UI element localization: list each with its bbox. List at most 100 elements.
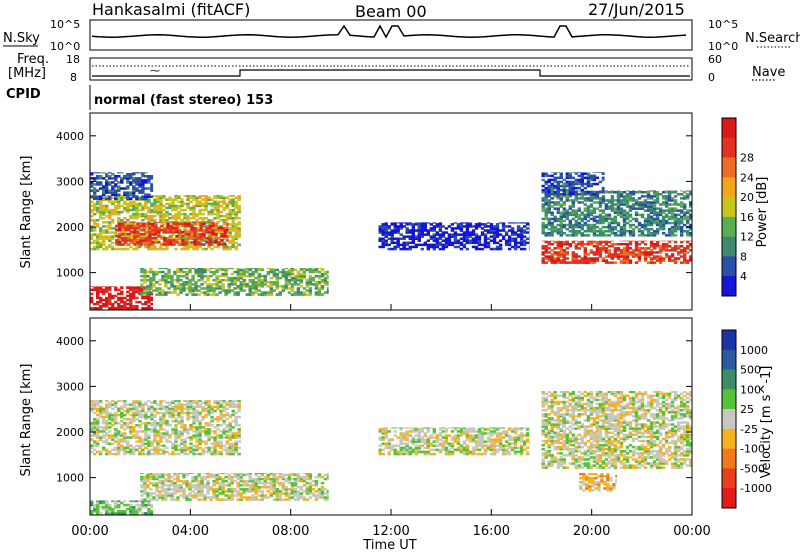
echo-cell (93, 206, 97, 210)
echo-cell (616, 203, 621, 206)
echo-cell (501, 229, 506, 232)
echo-cell (144, 202, 148, 206)
echo-cell (153, 235, 157, 238)
echo-cell (680, 255, 684, 258)
echo-cell (158, 481, 162, 485)
echo-cell (559, 221, 563, 225)
echo-cell (126, 440, 130, 443)
echo-cell (215, 268, 219, 272)
echo-cell (480, 247, 485, 251)
echo-cell (583, 191, 587, 194)
echo-cell (634, 253, 639, 256)
echo-cell (314, 281, 319, 284)
echo-cell (123, 422, 127, 425)
echo-cell (176, 281, 180, 284)
echo-cell (123, 510, 127, 513)
echo-cell (607, 251, 612, 254)
echo-cell (631, 253, 636, 256)
echo-cell (132, 400, 136, 402)
echo-cell (136, 230, 140, 234)
echo-cell (129, 417, 133, 421)
echo-cell (171, 204, 175, 208)
echo-cell (132, 415, 136, 419)
echo-cell (141, 302, 145, 306)
echo-cell (208, 228, 212, 232)
echo-cell (192, 214, 196, 218)
echo-cell (210, 212, 214, 216)
echo-cell (105, 221, 109, 224)
echo-cell (216, 204, 220, 208)
echo-cell (151, 241, 155, 244)
echo-cell (643, 199, 648, 202)
echo-cell (132, 446, 136, 450)
echo-cell (207, 405, 211, 409)
echo-cell (185, 479, 189, 483)
echo-cell (601, 201, 606, 204)
echo-cell (96, 409, 100, 413)
echo-cell (628, 205, 633, 208)
echo-cell (622, 257, 627, 260)
echo-cell (164, 293, 168, 296)
echo-cell (156, 212, 160, 216)
echo-cell (237, 195, 241, 197)
echo-cell (459, 243, 464, 247)
echo-cell (625, 243, 630, 246)
echo-cell (159, 444, 163, 447)
echo-cell (135, 288, 139, 292)
echo-cell (201, 219, 205, 222)
echo-cell (218, 268, 222, 272)
echo-cell (287, 287, 292, 290)
echo-cell (114, 500, 118, 503)
echo-cell (432, 235, 436, 238)
echo-cell (302, 291, 307, 294)
echo-cell (111, 307, 115, 310)
echo-cell (420, 227, 424, 230)
echo-cell (649, 232, 654, 235)
echo-cell (164, 484, 168, 487)
echo-cell (114, 446, 118, 450)
echo-cell (227, 279, 231, 282)
echo-cell (222, 247, 226, 251)
echo-cell (571, 209, 575, 212)
echo-cell (177, 452, 181, 456)
echo-cell (183, 403, 187, 406)
echo-cell (141, 189, 145, 192)
echo-cell (150, 302, 154, 306)
echo-cell (689, 227, 693, 231)
echo-cell (680, 217, 684, 221)
echo-cell (176, 473, 180, 475)
echo-cell (680, 211, 684, 214)
echo-cell (302, 293, 307, 296)
echo-cell (610, 230, 615, 233)
echo-cell (96, 413, 100, 417)
echo-cell (190, 230, 194, 234)
echo-cell (159, 200, 163, 204)
echo-cell (123, 446, 127, 450)
echo-cell (114, 401, 118, 404)
echo-cell (670, 203, 675, 206)
echo-cell (156, 195, 160, 197)
echo-cell (144, 181, 148, 184)
echo-cell (604, 213, 609, 217)
echo-cell (204, 198, 208, 201)
echo-cell (216, 424, 220, 427)
echo-cell (133, 222, 137, 223)
echo-cell (158, 473, 162, 475)
echo-cell (162, 217, 166, 220)
echo-cell (649, 223, 654, 227)
echo-cell (305, 293, 310, 296)
echo-cell (117, 307, 121, 310)
echo-cell (237, 409, 241, 413)
echo-cell (177, 405, 181, 409)
echo-cell (149, 494, 153, 497)
echo-cell (197, 484, 201, 487)
echo-cell (129, 288, 133, 292)
echo-cell (195, 436, 199, 439)
echo-cell (183, 438, 187, 441)
echo-cell (486, 243, 491, 247)
echo-cell (574, 213, 578, 217)
echo-cell (381, 223, 385, 226)
echo-cell (411, 245, 415, 249)
echo-cell (559, 255, 563, 258)
echo-cell (577, 180, 581, 184)
